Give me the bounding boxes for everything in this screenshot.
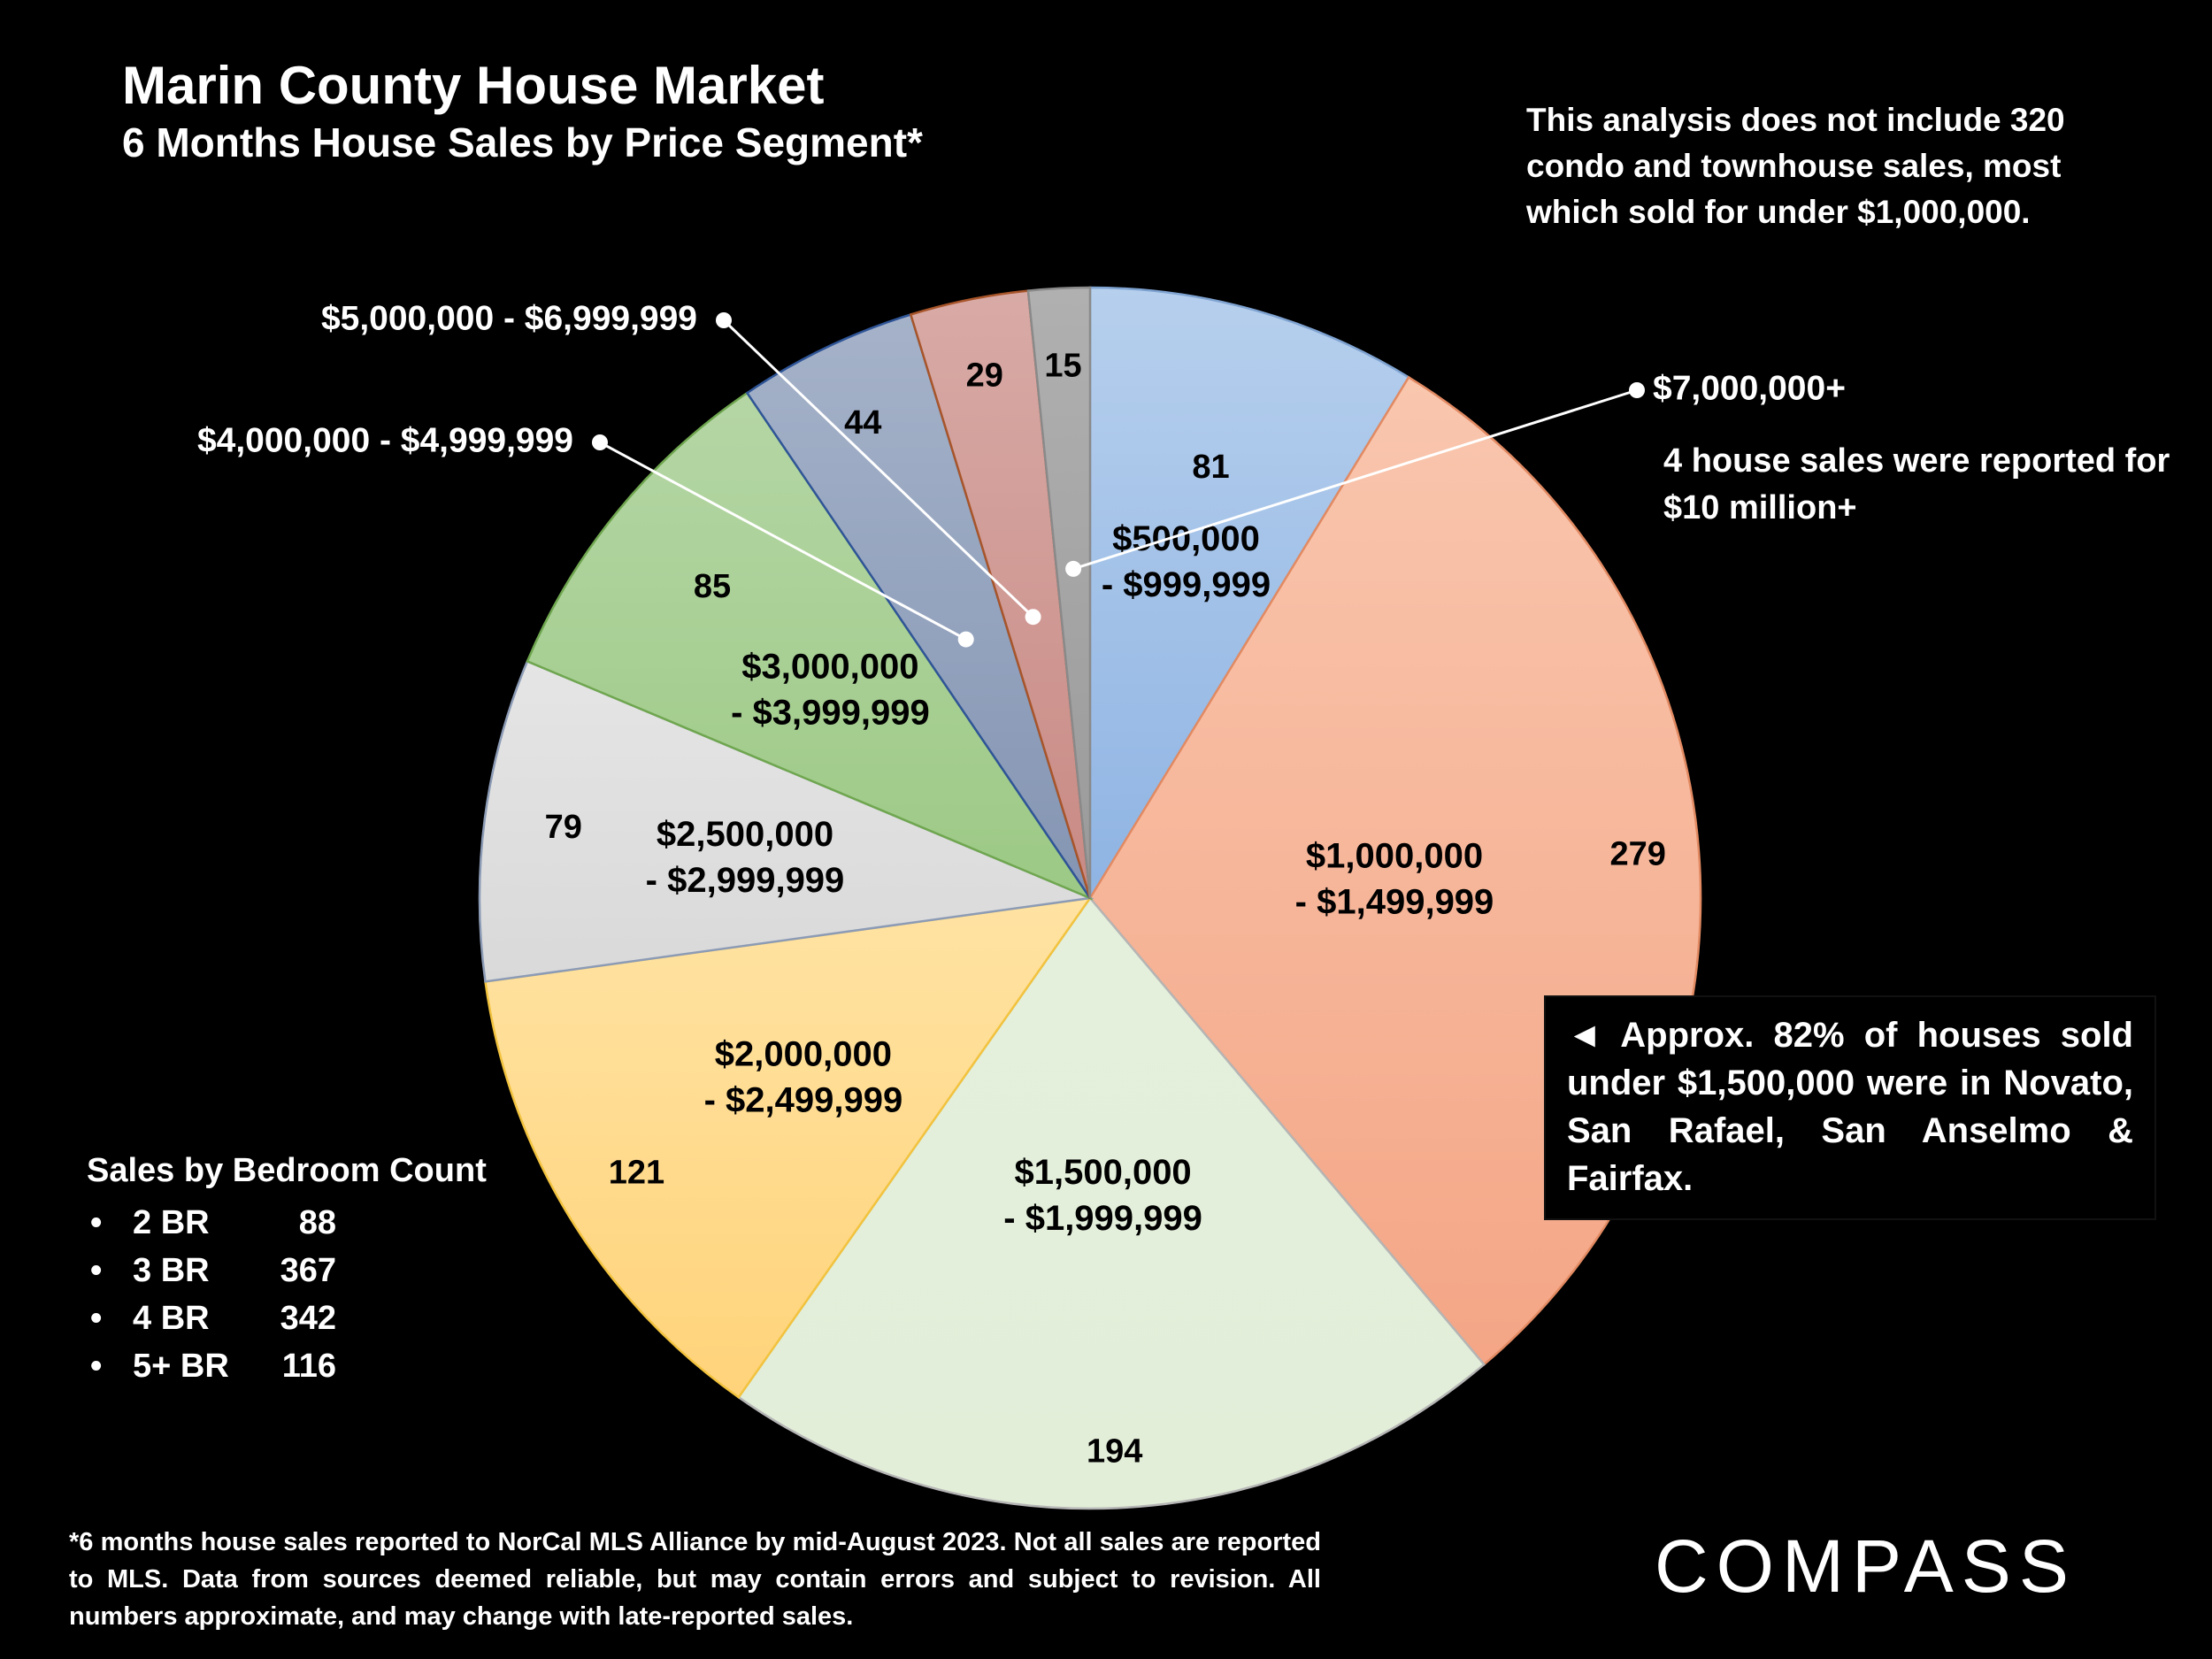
leader-line [599,441,967,641]
leader-dot [957,631,974,648]
leader-label-7-000-000: $7,000,000+ [1065,369,1846,577]
pie-slice-500-000-999-999 [1088,286,1410,902]
bedroom-count: 88 [298,1203,336,1241]
leader-dot [1025,609,1041,626]
ten-million-note: 4 house sales were reported for $10 mill… [1663,442,2170,527]
leader-line [722,319,1034,618]
pie-slice-2-000-000-2-499-999 [484,896,1093,1399]
bedroom-count-summary: Sales by Bedroom Count • 2 BR 88 • 3 BR 367 … [87,1152,487,1390]
data-label-value: 29 [966,357,1003,395]
pie-slice-7-000-000 [1026,286,1092,899]
pie-slice-1-500-000-1-999-999 [737,895,1486,1510]
bedroom-row: • 2 BR 88 [87,1199,487,1247]
bedroom-label: 2 BR [133,1203,210,1241]
leader-dot [716,312,732,328]
data-label-value: 81 [1192,449,1229,486]
data-label-category: $1,500,000- $1,999,999 [1003,1153,1202,1238]
location-callout: ◄ Approx. 82% of houses sold under $1,50… [1544,995,2156,1220]
bedroom-row: • 5+ BR 116 [87,1342,487,1390]
data-label-category: $3,000,000- $3,999,999 [731,648,930,733]
compass-logo: COMPASS [1655,1525,2077,1608]
leader-line [1072,388,1638,571]
leader-dot [1629,382,1645,398]
data-label-category: $2,500,000- $2,999,999 [646,815,845,900]
data-label-value: 121 [609,1154,664,1191]
data-label-category: $1,000,000- $1,499,999 [1295,837,1494,922]
leader-dot [592,434,608,450]
page-title: Marin County House Market [122,56,825,115]
leader-dot [1065,560,1082,577]
bullet-icon: • [90,1299,103,1337]
bedroom-heading: Sales by Bedroom Count [87,1152,487,1189]
pie-slice-2-500-000-2-999-999 [478,659,1094,983]
data-label-value: 194 [1087,1432,1142,1470]
bullet-icon: • [90,1251,103,1289]
data-label-value: 15 [1044,348,1081,385]
bedroom-row: • 3 BR 367 [87,1247,487,1294]
pie-slice-4-000-000-4-999-999 [745,312,1092,899]
condo-exclusion-note: This analysis does not include 320 condo… [1526,102,2065,230]
bedroom-count: 367 [280,1251,336,1289]
bedroom-label: 3 BR [133,1251,210,1289]
footnote: *6 months house sales reported to NorCal… [69,1528,1321,1632]
data-label-value: 44 [844,404,881,442]
bedroom-count: 342 [280,1299,336,1337]
data-label-category: $500,000- $999,999 [1102,519,1271,604]
bedroom-label: 5+ BR [133,1347,229,1385]
external-category-label: $4,000,000 - $4,999,999 [197,421,573,459]
leader-label-5-000-000-6-999-999: $5,000,000 - $6,999,999 [321,299,1041,626]
data-label-value: 85 [694,568,731,605]
external-category-label: $5,000,000 - $6,999,999 [321,299,697,337]
page-subtitle: 6 Months House Sales by Price Segment* [122,119,923,165]
data-label-category: $2,000,000- $2,499,999 [704,1035,903,1120]
data-label-value: 79 [545,809,582,846]
pie-slice-3-000-000-3-999-999 [526,391,1094,901]
bullet-icon: • [90,1203,103,1241]
bullet-icon: • [90,1347,103,1385]
bedroom-label: 4 BR [133,1299,210,1337]
bedroom-count: 116 [281,1347,336,1385]
external-category-label: $7,000,000+ [1653,369,1846,407]
bedroom-row: • 4 BR 342 [87,1294,487,1342]
data-label-value: 279 [1609,836,1665,873]
leader-label-4-000-000-4-999-999: $4,000,000 - $4,999,999 [197,421,974,648]
